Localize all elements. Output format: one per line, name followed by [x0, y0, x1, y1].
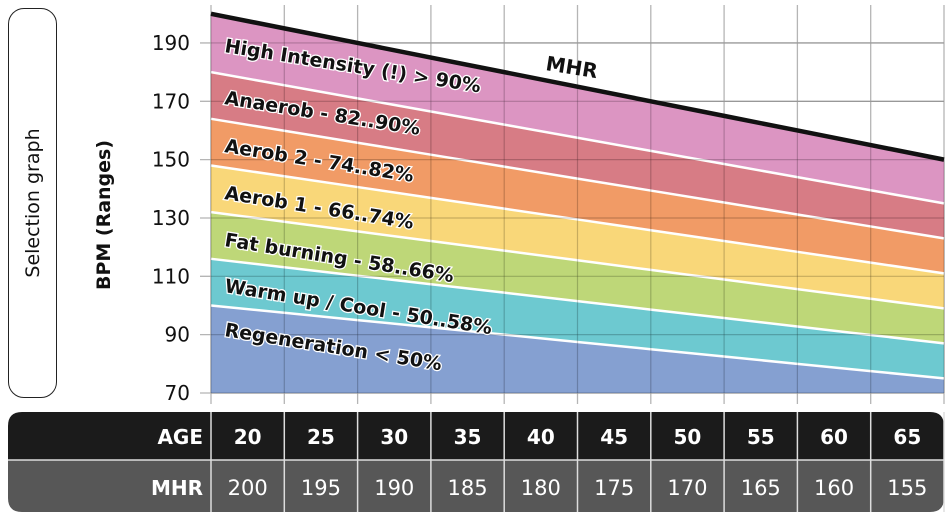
age-cell: 40: [527, 425, 555, 449]
mhr-cell: 165: [741, 476, 781, 500]
selection-graph-label: Selection graph: [8, 8, 57, 398]
age-cell: 45: [600, 425, 628, 449]
zone-band: [211, 13, 944, 204]
zone-boundary: [210, 164, 945, 275]
zone-band: [211, 212, 944, 344]
zone-boundary: [210, 257, 945, 345]
y-tick-label: 170: [152, 89, 190, 113]
zone-band: [211, 258, 944, 379]
y-tick-label: 190: [152, 31, 190, 55]
age-cell: 30: [380, 425, 408, 449]
age-row: [8, 412, 944, 460]
y-tick-label: 150: [152, 148, 190, 172]
age-cell: 55: [747, 425, 775, 449]
zone-band: [211, 72, 944, 239]
zone-band: [211, 118, 944, 274]
age-row-label: AGE: [157, 425, 203, 449]
mhr-line-label: MHR: [544, 51, 599, 83]
zone-boundary: [210, 304, 945, 380]
mhr-line: [210, 11, 945, 162]
age-cell: 60: [820, 425, 848, 449]
y-tick-label: 90: [165, 323, 190, 347]
age-cell: 50: [674, 425, 702, 449]
mhr-cell: 175: [594, 476, 634, 500]
mhr-cell: 190: [374, 476, 414, 500]
zone-boundary: [210, 117, 945, 240]
y-tick-label: 70: [165, 381, 190, 405]
y-tick-label: 130: [152, 206, 190, 230]
age-cell: 65: [893, 425, 921, 449]
zone-band: [211, 165, 944, 309]
mhr-cell: 160: [814, 476, 854, 500]
zone-boundary: [210, 70, 945, 205]
mhr-cell: 195: [301, 476, 341, 500]
y-tick-label: 110: [152, 264, 190, 288]
mhr-cell: 170: [667, 476, 707, 500]
mhr-cell: 155: [887, 476, 927, 500]
age-cell: 25: [307, 425, 335, 449]
mhr-cell: 180: [521, 476, 561, 500]
zone-band: [211, 305, 944, 393]
age-cell: 35: [454, 425, 482, 449]
mhr-cell: 185: [448, 476, 488, 500]
mhr-cell: 200: [228, 476, 268, 500]
mhr-row-label: MHR: [151, 476, 203, 500]
mhr-row: [8, 460, 944, 512]
zone-boundary: [210, 210, 945, 310]
age-cell: 20: [234, 425, 262, 449]
